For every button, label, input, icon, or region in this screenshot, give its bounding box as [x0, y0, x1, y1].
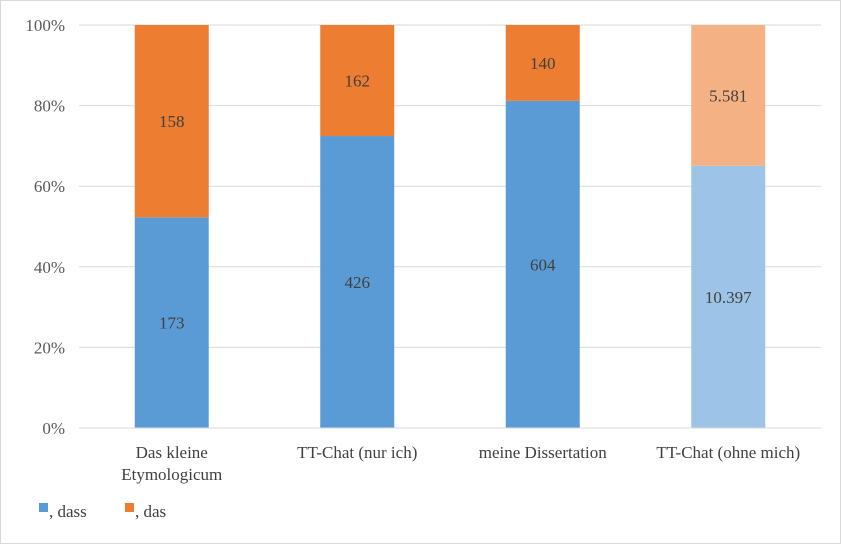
x-category-label: TT-Chat (ohne mich) [656, 443, 800, 462]
x-category-label: Das kleine [136, 443, 208, 462]
y-tick-label: 40% [34, 258, 65, 277]
data-label: 140 [530, 54, 556, 73]
bar-segment [320, 136, 395, 428]
bar-segment [505, 100, 580, 428]
bar-segment [134, 217, 209, 428]
data-label: 158 [159, 112, 185, 131]
bar-segment [691, 165, 766, 428]
bar-segment [320, 25, 395, 137]
bar-segment [134, 25, 209, 218]
data-label: 162 [345, 72, 371, 91]
data-label: 426 [345, 273, 371, 292]
y-tick-label: 100% [25, 16, 65, 35]
y-tick-label: 80% [34, 97, 65, 116]
legend-swatch [39, 503, 48, 512]
x-category-label: Etymologicum [121, 465, 222, 484]
legend-label: , das [135, 502, 166, 521]
data-label: 604 [530, 255, 556, 274]
y-tick-label: 20% [34, 338, 65, 357]
legend-label: , dass [49, 502, 87, 521]
data-label: 173 [159, 314, 185, 333]
data-label: 5.581 [709, 86, 747, 105]
bar-segment [691, 25, 766, 166]
bar-segment [505, 25, 580, 101]
x-category-label: meine Dissertation [479, 443, 607, 462]
data-label: 10.397 [705, 288, 752, 307]
legend-swatch [125, 503, 134, 512]
x-category-label: TT-Chat (nur ich) [297, 443, 417, 462]
y-tick-label: 60% [34, 177, 65, 196]
y-tick-label: 0% [42, 419, 65, 438]
